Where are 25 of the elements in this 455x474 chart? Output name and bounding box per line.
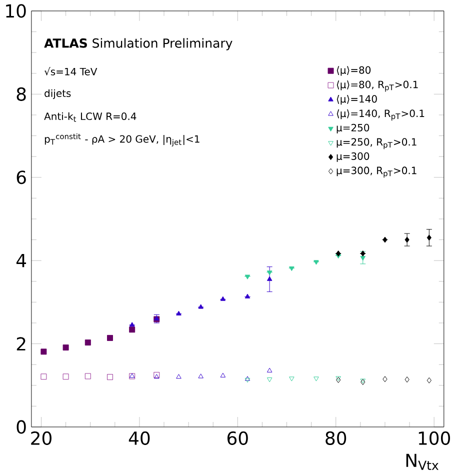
y-tick-label: 4 [16,254,26,268]
legend-label: ⟨μ⟩=140, R$_{pT}$>0.1 [336,109,424,121]
legend-label: ⟨μ⟩=80 [336,66,370,76]
annotation: Anti-k$_{t}$ LCW R=0.4 [44,112,136,122]
y-tick-label: 8 [16,87,26,101]
annotation: √s=14 TeV [44,67,97,76]
y-tick-label: 6 [16,170,26,184]
x-axis-title: N$_{Vtx}$ [406,454,438,470]
legend-label: μ=250 [336,124,369,134]
y-tick-label: 0 [16,420,26,434]
annotation: dijets [44,89,71,99]
x-tick-label: 100 [418,431,450,445]
y-tick-label: 2 [16,337,26,350]
legend-label: ⟨μ⟩=80, R$_{pT}$>0.1 [336,80,418,92]
legend-label: μ=250, R$_{pT}$>0.1 [336,138,416,150]
y-tick-label: 10 [6,4,26,18]
legend-label: ⟨μ⟩=140 [336,94,377,105]
annotation: ATLAS Simulation Preliminary [44,38,232,50]
annotation: p$_{T}$$^{constit}$ - ρA > 20 GeV, |η$_{jet}$|<1 [44,133,200,146]
x-tick-label: 60 [227,431,248,445]
x-tick-label: 40 [128,431,150,445]
legend-label: μ=300 [336,152,369,162]
x-tick-label: 80 [325,431,346,445]
legend-label: μ=300, R$_{pT}$>0.1 [336,166,416,178]
x-tick-label: 20 [30,431,52,445]
